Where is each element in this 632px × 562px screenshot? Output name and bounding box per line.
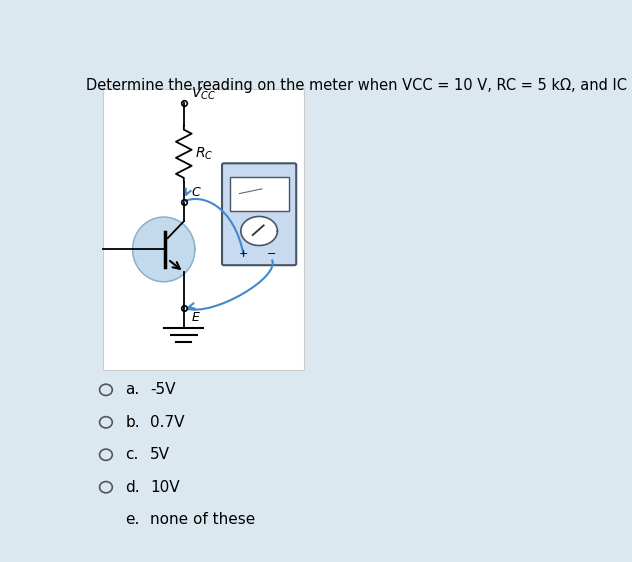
Text: b.: b.: [126, 415, 140, 430]
Polygon shape: [241, 216, 277, 246]
Text: a.: a.: [126, 382, 140, 397]
FancyBboxPatch shape: [222, 164, 296, 265]
Text: -5V: -5V: [150, 382, 176, 397]
Text: C: C: [191, 187, 200, 200]
Bar: [104, 89, 305, 370]
Text: $R_C$: $R_C$: [195, 146, 213, 162]
Text: −: −: [267, 248, 276, 259]
Text: +: +: [239, 248, 248, 259]
FancyBboxPatch shape: [229, 176, 289, 211]
Text: 5V: 5V: [150, 447, 170, 462]
Polygon shape: [133, 217, 195, 282]
Text: d.: d.: [126, 480, 140, 495]
Text: 0.7V: 0.7V: [150, 415, 185, 430]
Text: 10V: 10V: [150, 480, 179, 495]
Text: c.: c.: [126, 447, 139, 462]
Text: E: E: [191, 311, 199, 324]
Text: Determine the reading on the meter when VCC = 10 V, RC = 5 kΩ, and IC = 1mA.: Determine the reading on the meter when …: [87, 78, 632, 93]
Text: e.: e.: [126, 512, 140, 527]
Text: $V_{CC}$: $V_{CC}$: [191, 85, 216, 102]
Text: none of these: none of these: [150, 512, 255, 527]
